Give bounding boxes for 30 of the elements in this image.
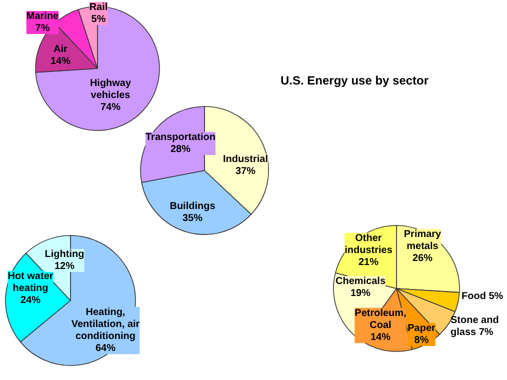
slice-label: Buildings (170, 200, 216, 212)
data-label: 35% (182, 213, 203, 224)
data-label: 24% (20, 295, 41, 306)
slice-label: Marine (26, 10, 60, 22)
data-label: 21% (358, 257, 379, 268)
text: U.S. Energy use by sector (280, 74, 429, 88)
slice-label: Industrial (223, 154, 268, 165)
slice-label: Heating, Ventilation, air conditioning (71, 306, 140, 342)
slice-label: Primary metals (404, 228, 442, 252)
slice-label: Transportation (146, 132, 216, 143)
slice-label: Lighting (44, 248, 84, 260)
slice-label: Rail (89, 2, 108, 13)
slice-label: Food 5% (462, 291, 504, 302)
slice-label: Chemicals (335, 276, 386, 287)
data-label: 28% (170, 144, 191, 156)
slice-label: Other industries (344, 232, 393, 256)
data-label: 37% (235, 166, 256, 178)
data-label: 12% (54, 261, 75, 272)
slice-label: Highway vehicles (90, 78, 132, 101)
data-label: 8% (414, 335, 429, 346)
data-label: 7% (35, 23, 50, 34)
data-label: 74% (100, 102, 121, 114)
data-label: 14% (50, 56, 71, 68)
data-label: 26% (412, 253, 433, 264)
slice-label: Air (54, 44, 68, 55)
slice-label: Paper (408, 322, 436, 334)
data-label: 5% (91, 14, 106, 26)
slice-label: Hot water heating (8, 270, 54, 294)
data-label: 64% (95, 343, 116, 354)
slice-label: Stone and glass 7% (450, 314, 499, 338)
